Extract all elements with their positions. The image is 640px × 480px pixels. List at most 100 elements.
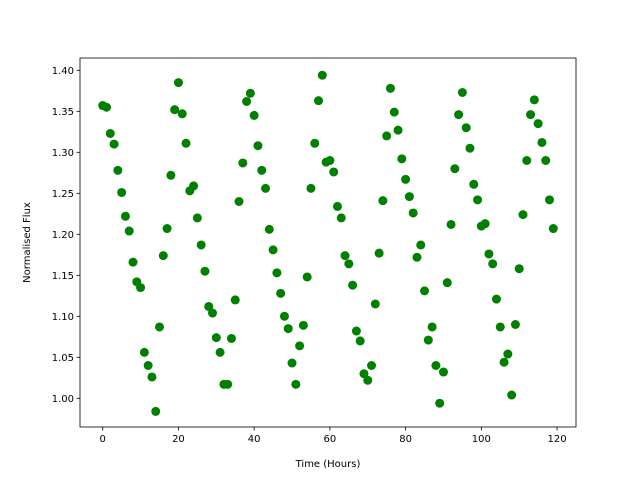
data-point [389,107,399,117]
data-point [139,347,149,357]
data-point [488,259,498,269]
data-point [510,320,520,329]
x-tick-label: 60 [324,434,337,445]
data-point [302,272,312,282]
data-point [522,156,532,165]
data-point [351,326,361,336]
x-tick-label: 120 [548,434,567,445]
data-point [359,369,369,379]
x-axis-label: Time (Hours) [295,459,361,470]
data-point [526,110,536,120]
data-point [291,379,301,389]
data-point [533,119,543,129]
data-point [332,201,342,211]
data-point [397,154,407,164]
data-point [507,390,517,400]
y-tick-label: 1.35 [52,107,74,118]
data-point [344,259,354,269]
data-point [412,252,422,262]
data-point [147,372,157,382]
data-point [355,336,365,346]
data-point [499,357,509,367]
data-point [480,219,490,229]
data-point [230,295,240,305]
data-point [423,335,433,345]
data-point [514,264,524,274]
data-point [438,367,448,377]
data-point [450,164,460,174]
data-point [336,213,346,223]
data-point [257,165,267,175]
data-point [113,165,123,175]
data-point [109,139,119,149]
data-point [124,226,134,236]
x-tick-label: 20 [172,434,185,445]
plot-frame [79,57,577,428]
data-point [382,131,392,141]
y-tick-label: 1.10 [52,312,74,323]
data-point [529,95,539,105]
data-point [314,96,324,106]
data-point [363,375,373,385]
data-point [120,211,130,221]
data-point [211,333,221,343]
data-point [401,174,411,184]
y-tick-label: 1.00 [52,394,74,405]
data-point [261,183,271,193]
data-point [128,257,138,267]
data-point [484,249,494,259]
y-axis-ticks: 1.00 1.05 1.10 1.15 1.20 1.25 1.30 1.35 1.40 [52,66,80,405]
data-point [416,240,426,250]
data-point [457,87,467,97]
data-point [162,224,172,234]
data-point [310,138,320,148]
data-point [102,102,111,112]
data-point [378,196,388,206]
data-point [541,156,551,165]
data-point [196,240,206,250]
data-point [491,294,501,304]
data-point [279,311,289,321]
y-tick-label: 1.30 [52,148,74,159]
data-point [155,322,165,332]
data-point [404,192,414,202]
data-point [435,398,445,408]
data-point [420,286,430,296]
y-tick-label: 1.40 [52,66,74,77]
data-point [166,170,176,180]
data-point [503,349,513,359]
data-point [253,141,263,151]
data-point [283,324,293,334]
data-point [473,195,483,205]
data-point [189,181,199,191]
data-point [200,266,210,276]
data-point [204,301,214,311]
data-point [548,224,558,234]
x-tick-label: 80 [399,434,412,445]
data-point [238,158,248,168]
data-point [385,83,395,93]
data-point [226,333,236,343]
data-point [295,341,305,351]
data-point [454,110,464,120]
data-point [461,123,471,133]
data-point [325,156,335,165]
data-point [223,379,233,389]
data-point [264,224,274,234]
data-point [408,208,418,218]
data-point [249,110,259,120]
data-point [136,283,146,293]
data-point [442,278,452,288]
data-point [545,195,554,205]
data-point [245,88,255,98]
data-point [105,128,115,138]
data-point [272,268,282,278]
data-point [495,322,505,332]
data-point [469,179,479,189]
x-tick-label: 0 [100,434,106,445]
x-axis-ticks: 0 20 40 60 80 100 120 [100,427,567,445]
x-tick-label: 100 [472,434,491,445]
data-point [234,197,244,206]
